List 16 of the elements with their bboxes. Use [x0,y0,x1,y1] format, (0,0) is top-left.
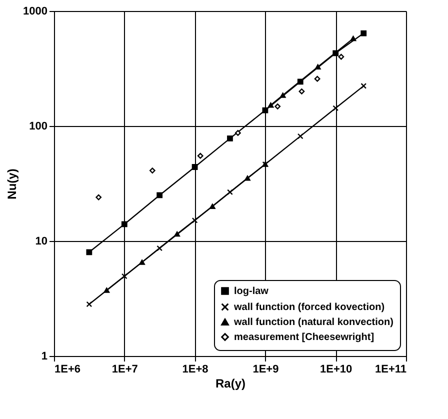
y-tick-label: 1000 [23,6,48,18]
legend-label: wall function (forced kovection) [233,302,385,313]
x-tick-label: 1E+9 [252,364,279,376]
x-axis-title: Ra(y) [215,376,246,390]
y-tick-label: 100 [29,120,48,132]
x-tick-label: 1E+7 [112,364,138,376]
x-tick-label: 1E+10 [320,364,352,376]
y-tick-label: 1 [41,350,48,362]
legend-label: wall function (natural konvection) [233,317,394,328]
x-tick-label: 1E+11 [374,364,406,376]
x-tick-label: 1E+8 [182,364,208,376]
legend-label: measurement [Cheesewright] [234,332,374,343]
x-tick-label: 1E+6 [54,364,80,376]
legend-label: log-law [234,286,269,297]
y-tick-label: 10 [35,236,48,248]
y-axis-title: Nu(y) [5,168,20,200]
